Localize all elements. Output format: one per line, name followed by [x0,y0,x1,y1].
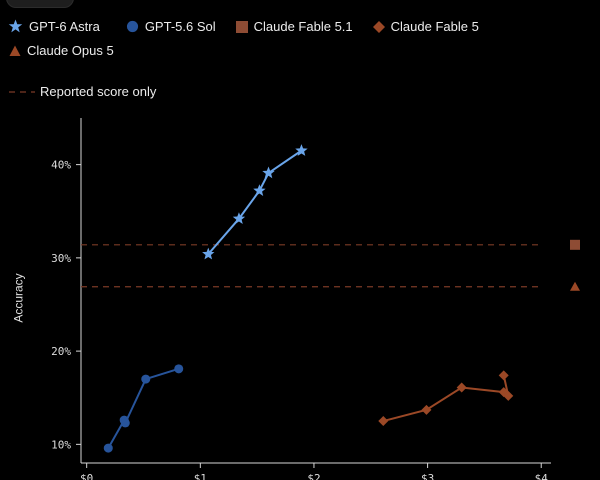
data-point-diamond [421,404,432,415]
x-tick-label: $1 [194,472,207,480]
x-tick-label: $0 [80,472,93,480]
legend-label-reported: Reported score only [40,84,157,99]
reported-square-marker [570,239,580,250]
legend-row-reported: Reported score only [9,85,156,99]
legend-row-1: GPT-6 Astra GPT-5.6 Sol Claude Fable 5.1… [8,19,479,34]
reported-triangle-marker [570,281,580,291]
circle-icon [126,20,138,33]
data-point-circle [103,443,113,453]
diamond-icon [372,20,385,33]
y-tick-label: 10% [51,438,71,451]
legend-item-claude-opus-5: Claude Opus 5 [9,44,114,58]
legend-row-2: Claude Opus 5 [9,44,114,58]
data-point-star [262,166,275,179]
data-point-diamond [498,370,509,381]
data-point-diamond [456,382,467,393]
triangle-icon [9,45,21,56]
series-line [207,149,303,255]
x-tick-label: $3 [421,472,434,480]
y-axis-label: Accuracy [12,273,27,323]
data-point-star [253,184,266,196]
x-tick-label: $4 [535,472,549,480]
data-point-star [295,144,308,156]
legend-item-claude-fable-51: Claude Fable 5.1 [235,18,353,34]
data-point-diamond [378,416,389,427]
x-tick-label: $2 [307,472,320,480]
legend-item-reported: Reported score only [9,85,156,99]
y-axis-label-wrap: Accuracy [11,273,27,322]
star-icon [8,19,23,33]
legend-label-gpt56-sol: GPT-5.6 Sol [144,18,216,34]
dashed-line-icon [9,91,35,93]
data-point-star [202,247,215,260]
legend-label-gpt6-astra: GPT-6 Astra [29,18,100,34]
data-point-circle [141,374,151,384]
y-tick-label: 30% [51,252,71,265]
legend-item-gpt56-sol: GPT-5.6 Sol [126,18,216,34]
data-point-star [232,212,246,224]
data-point-diamond [503,390,514,401]
legend-item-claude-fable-5: Claude Fable 5 [372,18,479,34]
legend-label-claude-fable-5: Claude Fable 5 [390,18,479,34]
square-icon [235,20,248,33]
legend-label-claude-fable-51: Claude Fable 5.1 [253,18,353,34]
y-tick-label: 20% [51,345,71,358]
legend-label-claude-opus-5: Claude Opus 5 [27,43,114,58]
y-tick-label: 40% [51,159,71,172]
series-line [383,375,510,423]
legend-item-gpt6-astra: GPT-6 Astra [8,19,100,34]
data-point-circle [174,364,184,374]
data-point-circle [120,418,130,428]
